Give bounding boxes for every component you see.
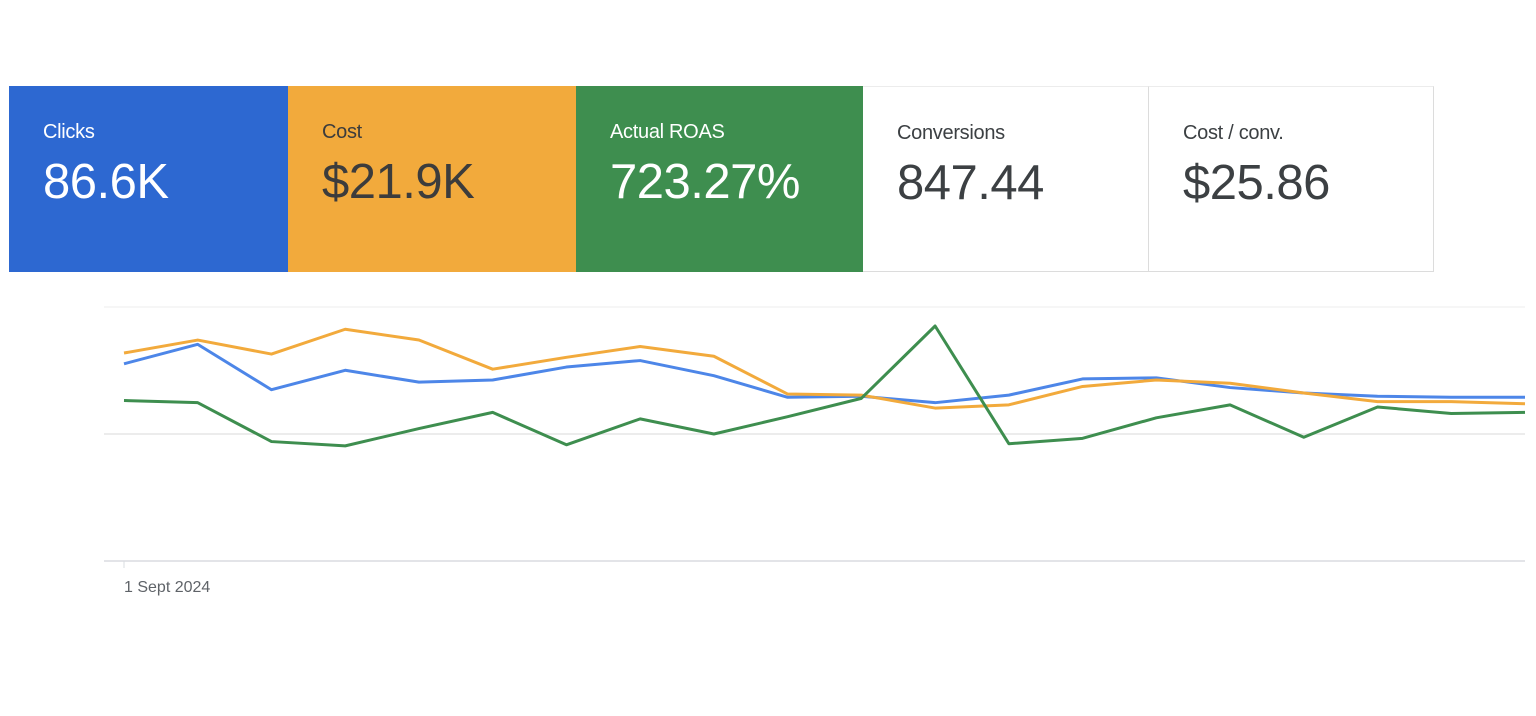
scorecard-label: Cost / conv. — [1183, 122, 1284, 144]
scorecard-actual-roas[interactable]: Actual ROAS 723.27% — [576, 86, 863, 272]
series-line-actual-roas[interactable] — [123, 324, 1526, 448]
scorecard-cost-per-conversion[interactable]: Cost / conv. $25.86 — [1149, 86, 1434, 272]
scorecard-conversions[interactable]: Conversions 847.44 — [863, 86, 1149, 272]
scorecard-row: Clicks 86.6K Cost $21.9K Actual ROAS 723… — [9, 86, 1434, 272]
x-tick-label: 1 Sept 2024 — [124, 579, 210, 596]
scorecard-value: 847.44 — [897, 156, 1044, 210]
scorecard-value: 723.27% — [610, 155, 800, 209]
scorecard-cost[interactable]: Cost $21.9K — [288, 86, 576, 272]
scorecard-clicks[interactable]: Clicks 86.6K — [9, 86, 288, 272]
series-layer — [123, 324, 1526, 448]
scorecard-value: 86.6K — [43, 155, 169, 209]
scorecard-value: $21.9K — [322, 155, 475, 209]
scorecard-label: Actual ROAS — [610, 121, 725, 143]
scorecard-label: Conversions — [897, 122, 1005, 144]
scorecard-value: $25.86 — [1183, 156, 1330, 210]
scorecard-label: Cost — [322, 121, 362, 143]
series-line-cost[interactable] — [123, 327, 1526, 410]
scorecard-label: Clicks — [43, 121, 95, 143]
